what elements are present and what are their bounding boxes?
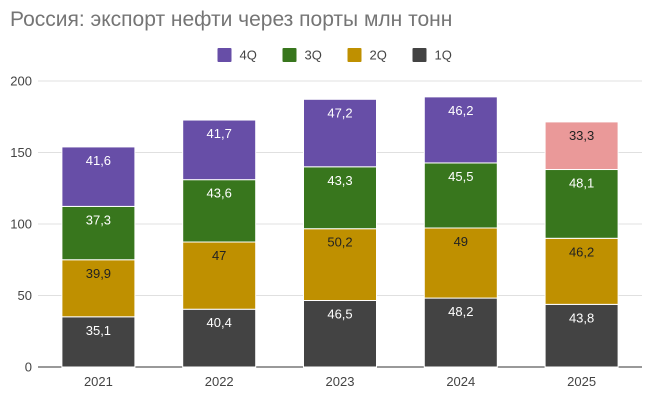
bar-2q-2022 [182, 241, 257, 310]
data-label: 47 [212, 248, 226, 263]
y-tick-label: 150 [10, 145, 32, 160]
legend-swatch-2q [347, 48, 362, 62]
bar-1q-2025 [544, 303, 619, 368]
legend-label-3q: 3Q [305, 48, 322, 63]
legend-label-1q: 1Q [435, 48, 452, 63]
legend-swatch-4q [217, 48, 232, 62]
x-tick-label: 2021 [84, 374, 113, 389]
data-label: 33,3 [569, 128, 594, 143]
data-label: 48,2 [448, 304, 473, 319]
y-tick-label: 200 [10, 74, 32, 89]
data-label: 43,8 [569, 310, 594, 325]
x-tick-label: 2022 [205, 374, 234, 389]
bar-2q-2024 [423, 227, 498, 299]
data-label: 46,2 [569, 244, 594, 259]
bar-1q-2023 [303, 300, 377, 368]
bar-2q-2021 [61, 259, 136, 318]
data-label: 41,7 [207, 126, 232, 141]
bar-3q-2023 [303, 166, 377, 230]
data-label: 35,1 [86, 323, 111, 338]
x-tick-label: 2023 [326, 374, 355, 389]
data-label: 43,3 [327, 173, 352, 188]
data-label: 48,1 [569, 176, 594, 191]
bar-3q-2021 [61, 205, 136, 261]
x-tick-label: 2024 [446, 374, 475, 389]
y-tick-label: 0 [25, 360, 32, 375]
x-tick-label: 2025 [567, 374, 596, 389]
y-tick-label: 100 [10, 217, 32, 232]
bar-4q-2022 [182, 119, 257, 181]
legend-label-4q: 4Q [240, 48, 257, 63]
bar-4q-2025 [544, 121, 619, 171]
data-label: 39,9 [86, 266, 111, 281]
legend-label-2q: 2Q [370, 48, 387, 63]
bar-1q-2024 [423, 297, 498, 368]
data-label: 50,2 [327, 235, 352, 250]
data-label: 40,4 [207, 315, 232, 330]
chart-title: Россия: экспорт нефти через порты млн то… [10, 8, 453, 31]
bar-4q-2021 [61, 146, 136, 207]
data-label: 43,6 [207, 186, 232, 201]
legend-swatch-1q [412, 48, 427, 62]
bar-2q-2023 [303, 228, 377, 302]
data-label: 45,5 [448, 169, 473, 184]
data-label: 41,6 [86, 153, 111, 168]
bar-4q-2024 [423, 96, 498, 164]
y-tick-label: 50 [18, 288, 32, 303]
bar-3q-2025 [544, 169, 619, 239]
data-label: 46,2 [448, 103, 473, 118]
bar-1q-2021 [61, 316, 136, 368]
data-label: 37,3 [86, 212, 111, 227]
data-label: 49 [454, 234, 468, 249]
bar-1q-2022 [182, 308, 257, 368]
legend-swatch-3q [282, 48, 297, 62]
data-label: 47,2 [327, 105, 352, 120]
data-label: 46,5 [327, 307, 352, 322]
bar-4q-2023 [303, 98, 377, 168]
